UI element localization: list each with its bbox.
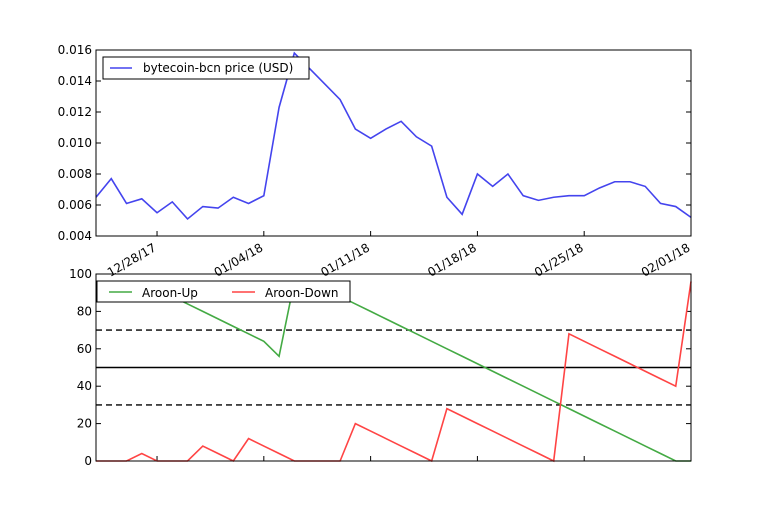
price-x-axis: 12/28/17 01/04/18 01/11/18 01/18/18 01/25/18…	[105, 231, 693, 280]
aroon-y-tick-label: 100	[69, 267, 92, 281]
aroon-up-line	[96, 280, 691, 462]
price-y-tick-label: 0.016	[58, 43, 92, 57]
price-y-tick-label: 0.012	[58, 105, 92, 119]
aroon-y-tick-label: 0	[84, 454, 92, 468]
aroon-series-group	[96, 280, 692, 463]
aroon-plot-frame	[95, 273, 692, 462]
price-y-tick-label: 0.014	[58, 74, 92, 88]
aroon-down-legend-label: Aroon-Down	[265, 286, 339, 300]
aroon-y-tick-label: 80	[77, 304, 92, 318]
aroon-threshold-lines	[96, 329, 691, 406]
aroon-panel: 0 20 40 60 80 100 Aroon-Up Aroon-Down	[69, 267, 692, 468]
price-legend-label: bytecoin-bcn price (USD)	[143, 61, 293, 75]
aroon-legend: Aroon-Up Aroon-Down	[96, 280, 351, 303]
price-series-line	[95, 51, 692, 221]
aroon-y-tick-label: 40	[77, 379, 92, 393]
price-y-tick-label: 0.004	[58, 229, 92, 243]
price-y-tick-label: 0.010	[58, 136, 92, 150]
aroon-y-tick-label: 60	[77, 342, 92, 356]
price-series-group	[95, 51, 692, 221]
aroon-down-line	[96, 281, 692, 463]
price-plot-frame	[95, 49, 692, 237]
aroon-up-legend-label: Aroon-Up	[142, 286, 198, 300]
aroon-y-tick-label: 20	[77, 417, 92, 431]
aroon-legend-box	[96, 280, 351, 303]
price-panel: 0.004 0.006 0.008 0.010 0.012 0.014 0.016 12/2…	[58, 43, 693, 280]
price-y-tick-label: 0.006	[58, 198, 92, 212]
aroon-y-axis: 0 20 40 60 80 100	[69, 267, 692, 468]
price-legend-box	[102, 56, 310, 80]
price-legend: bytecoin-bcn price (USD)	[102, 56, 310, 80]
price-y-tick-label: 0.008	[58, 167, 92, 181]
